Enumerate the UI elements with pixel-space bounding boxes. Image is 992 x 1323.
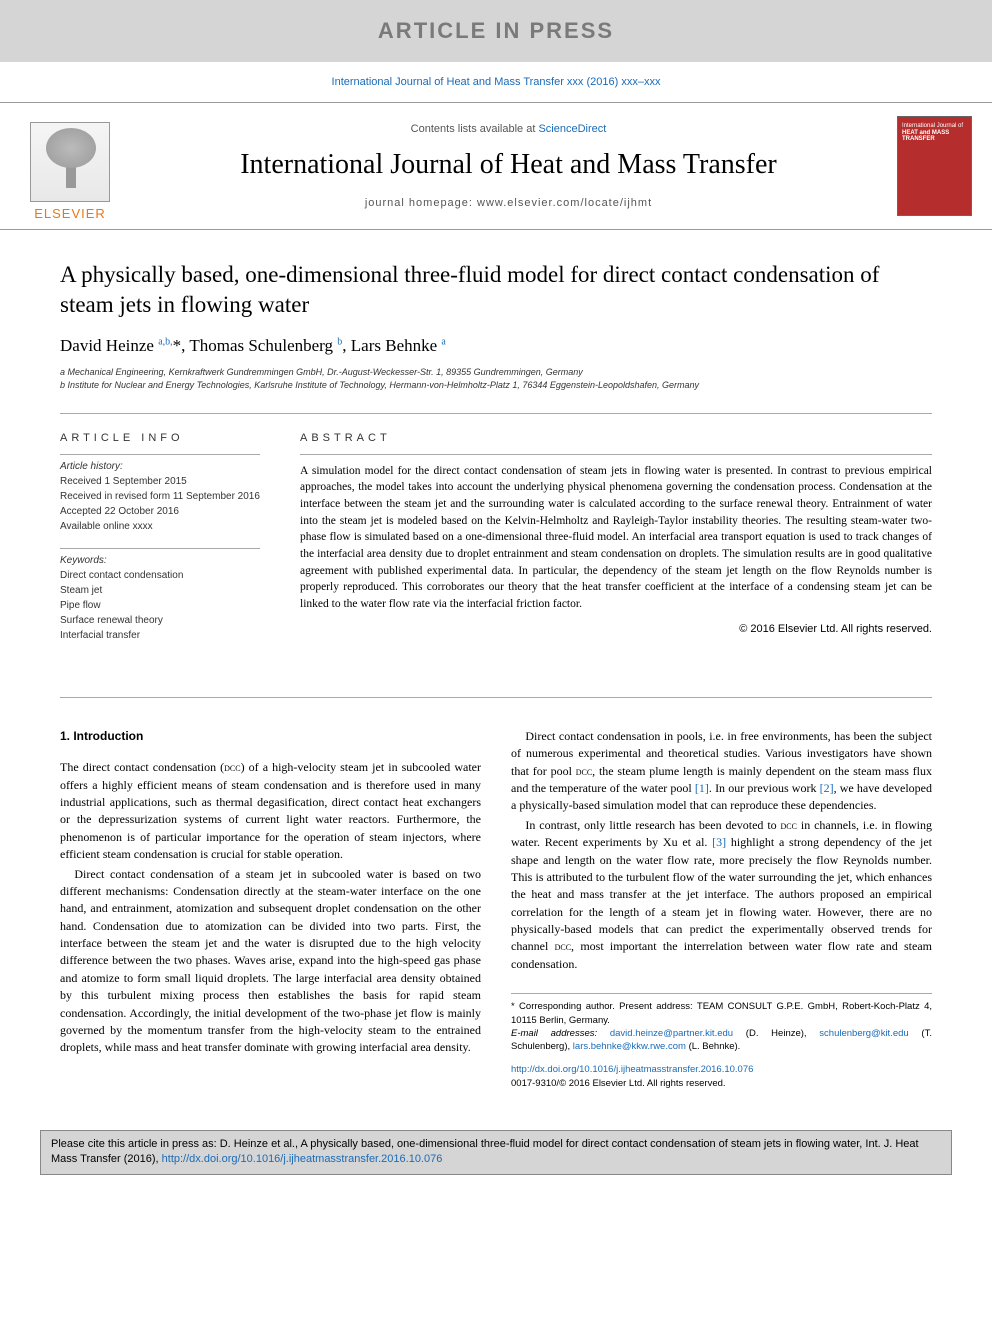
keyword-2: Pipe flow	[60, 598, 260, 613]
history-line-1: Received in revised form 11 September 20…	[60, 489, 260, 504]
corresponding-author-note: * Corresponding author. Present address:…	[511, 1000, 932, 1027]
journal-homepage-line: journal homepage: www.elsevier.com/locat…	[140, 197, 877, 209]
body-p4: In contrast, only little research has be…	[511, 817, 932, 974]
paper-title: A physically based, one-dimensional thre…	[60, 260, 932, 320]
contents-available-line: Contents lists available at ScienceDirec…	[140, 123, 877, 135]
history-line-0: Received 1 September 2015	[60, 474, 260, 489]
keyword-3: Surface renewal theory	[60, 613, 260, 628]
history-line-2: Accepted 22 October 2016	[60, 504, 260, 519]
history-line-3: Available online xxxx	[60, 519, 260, 534]
sciencedirect-link[interactable]: ScienceDirect	[538, 123, 606, 135]
doi-link[interactable]: http://dx.doi.org/10.1016/j.ijheatmasstr…	[511, 1064, 753, 1075]
article-history-section: Article history: Received 1 September 20…	[60, 454, 260, 534]
masthead-center: Contents lists available at ScienceDirec…	[140, 123, 877, 209]
article-info-column: ARTICLE INFO Article history: Received 1…	[60, 432, 260, 657]
keyword-4: Interfacial transfer	[60, 628, 260, 643]
emails-label: E-mail addresses:	[511, 1028, 610, 1039]
affiliation-a: a Mechanical Engineering, Kernkraftwerk …	[60, 366, 932, 380]
two-column-body: 1. Introduction The direct contact conde…	[60, 728, 932, 1090]
doi-block: http://dx.doi.org/10.1016/j.ijheatmasstr…	[511, 1063, 932, 1090]
history-label: Article history:	[60, 461, 260, 472]
info-abstract-row: ARTICLE INFO Article history: Received 1…	[60, 413, 932, 657]
article-in-press-banner: ARTICLE IN PRESS	[0, 0, 992, 62]
journal-masthead: ELSEVIER Contents lists available at Sci…	[0, 102, 992, 230]
homepage-url[interactable]: www.elsevier.com/locate/ijhmt	[477, 197, 652, 209]
email-heinze[interactable]: david.heinze@partner.kit.edu	[610, 1028, 733, 1039]
homepage-label: journal homepage:	[365, 197, 477, 209]
keywords-label: Keywords:	[60, 555, 260, 566]
journal-cover-thumbnail: International Journal of HEAT and MASS T…	[897, 116, 972, 216]
affiliation-b: b Institute for Nuclear and Energy Techn…	[60, 379, 932, 393]
abstract-text: A simulation model for the direct contac…	[300, 454, 932, 613]
footnotes: * Corresponding author. Present address:…	[511, 993, 932, 1090]
article-body: A physically based, one-dimensional thre…	[0, 230, 992, 1110]
keyword-1: Steam jet	[60, 583, 260, 598]
elsevier-name: ELSEVIER	[34, 206, 106, 221]
journal-title: International Journal of Heat and Mass T…	[140, 149, 877, 181]
email-addresses-line: E-mail addresses: david.heinze@partner.k…	[511, 1027, 932, 1054]
authors-line: David Heinze a,b,*, Thomas Schulenberg b…	[60, 336, 932, 356]
cite-doi-link[interactable]: http://dx.doi.org/10.1016/j.ijheatmasstr…	[162, 1153, 443, 1165]
contents-prefix: Contents lists available at	[411, 123, 539, 135]
elsevier-logo: ELSEVIER	[20, 111, 120, 221]
email-behnke[interactable]: lars.behnke@kkw.rwe.com	[573, 1041, 686, 1052]
article-info-heading: ARTICLE INFO	[60, 432, 260, 444]
email-schulenberg[interactable]: schulenberg@kit.edu	[819, 1028, 908, 1039]
cover-title-text: International Journal of HEAT and MASS T…	[902, 123, 967, 143]
keyword-0: Direct contact condensation	[60, 568, 260, 583]
abstract-column: ABSTRACT A simulation model for the dire…	[300, 432, 932, 657]
body-p3: Direct contact condensation in pools, i.…	[511, 728, 932, 815]
body-p1: The direct contact condensation (dcc) of…	[60, 759, 481, 863]
main-content: 1. Introduction The direct contact conde…	[60, 697, 932, 1090]
section-1-heading: 1. Introduction	[60, 728, 481, 745]
top-citation: International Journal of Heat and Mass T…	[0, 62, 992, 102]
keywords-section: Keywords: Direct contact condensation St…	[60, 548, 260, 643]
affiliations: a Mechanical Engineering, Kernkraftwerk …	[60, 366, 932, 393]
elsevier-tree-icon	[30, 122, 110, 202]
please-cite-box: Please cite this article in press as: D.…	[40, 1130, 952, 1175]
abstract-heading: ABSTRACT	[300, 432, 932, 444]
body-p2: Direct contact condensation of a steam j…	[60, 866, 481, 1057]
abstract-copyright: © 2016 Elsevier Ltd. All rights reserved…	[300, 623, 932, 635]
issn-copyright: 0017-9310/© 2016 Elsevier Ltd. All right…	[511, 1077, 932, 1090]
